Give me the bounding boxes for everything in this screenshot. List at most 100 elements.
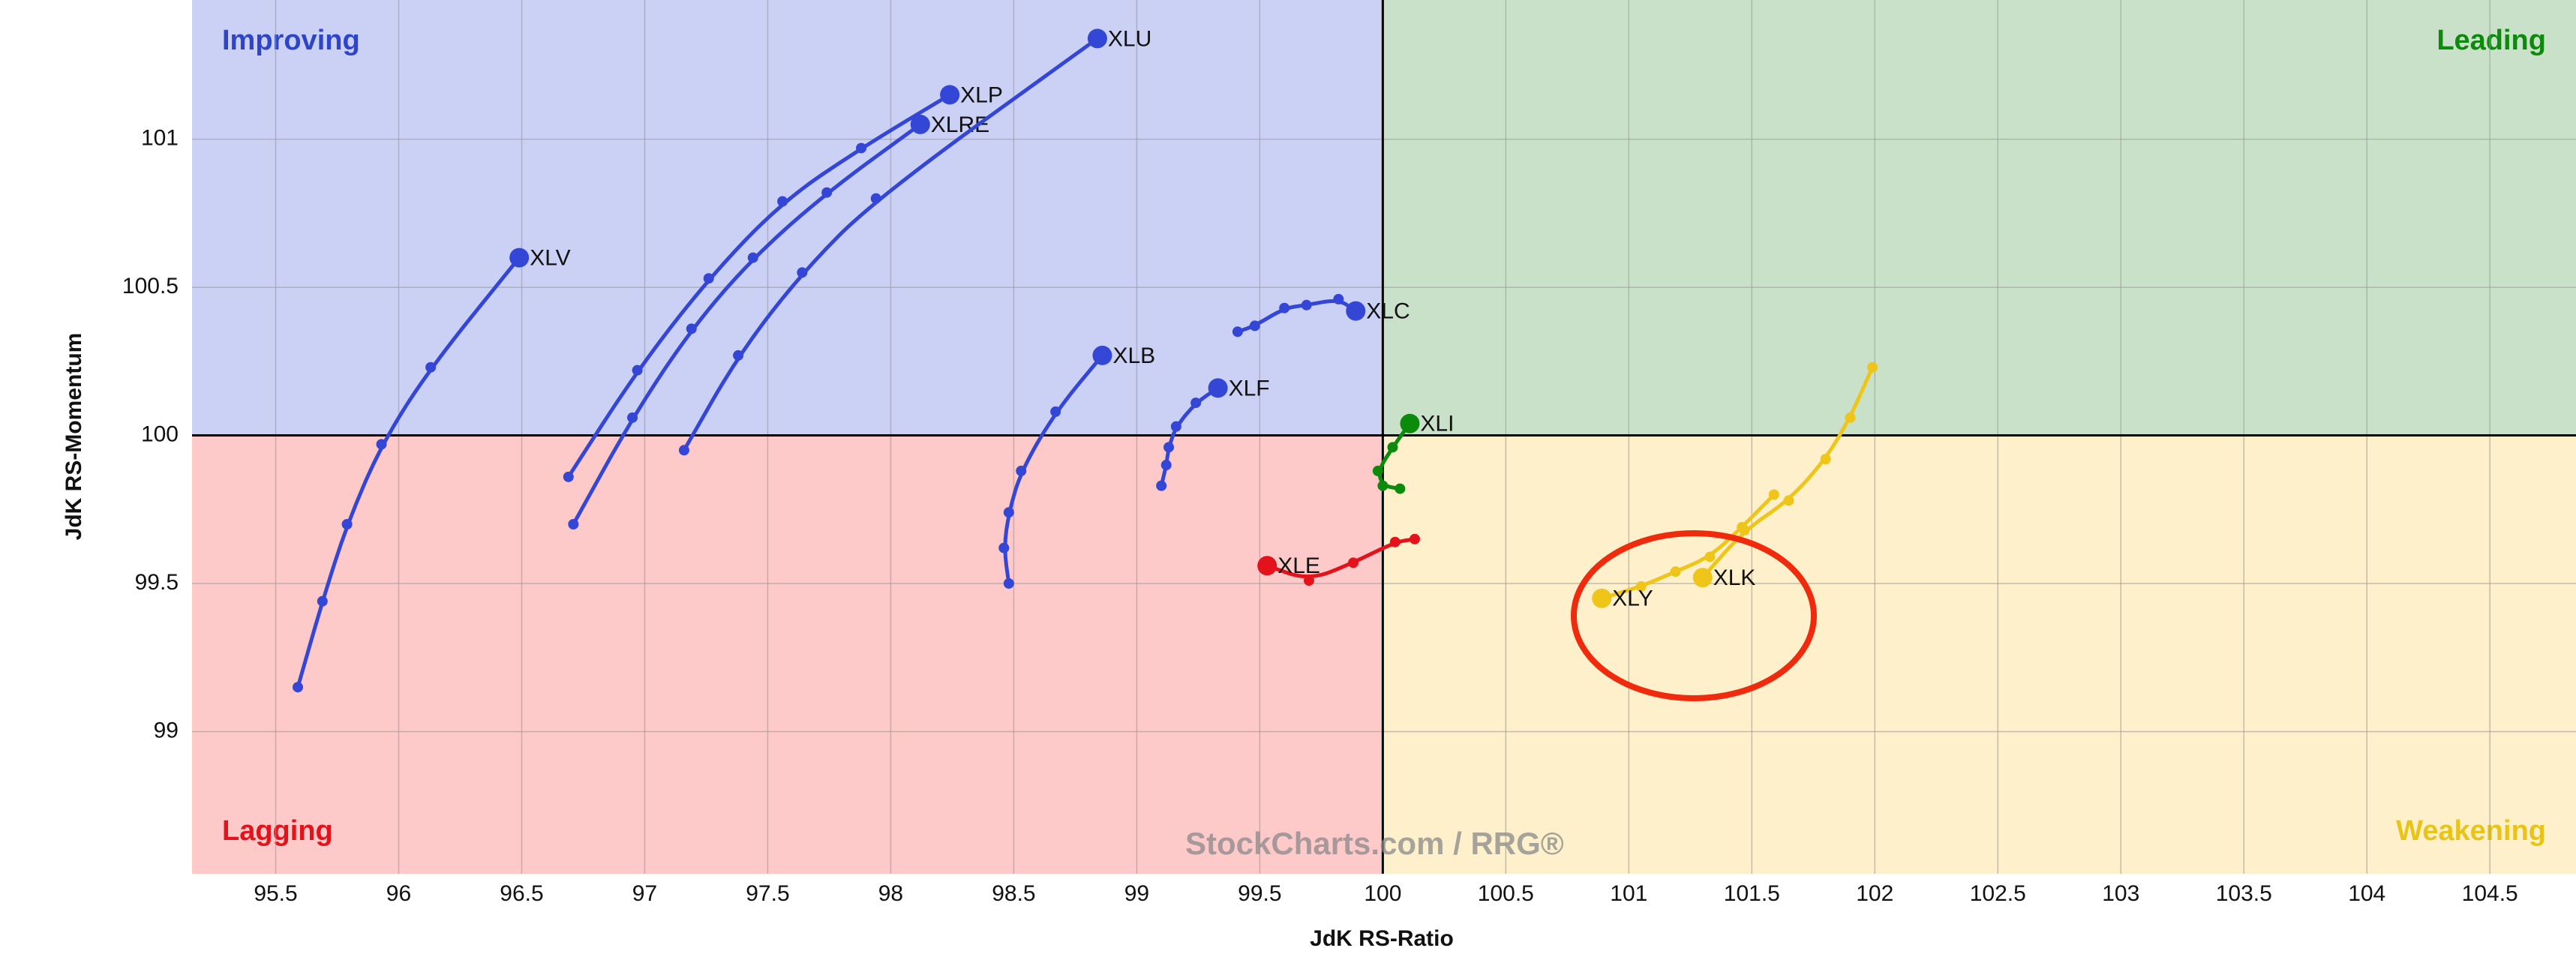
tail-point (1301, 299, 1312, 310)
tail-point (1016, 465, 1027, 476)
tail-point (1768, 489, 1779, 500)
quadrant (192, 0, 1383, 436)
series-label: XLC (1366, 299, 1410, 324)
head-point (1257, 556, 1277, 576)
tail-point (1820, 454, 1831, 465)
x-tick-label: 95.5 (254, 881, 297, 906)
y-tick-label: 100 (141, 422, 179, 446)
series-label: XLI (1420, 412, 1454, 436)
head-point (509, 248, 530, 268)
x-tick-label: 104.5 (2462, 881, 2518, 906)
x-tick-label: 96 (386, 881, 411, 906)
tail-point (870, 193, 881, 204)
tail-point (1387, 442, 1398, 453)
quadrant (1383, 435, 2576, 874)
series-label: XLF (1229, 376, 1270, 400)
quadrant-label: Leading (2436, 25, 2546, 56)
tail-point (1867, 362, 1878, 373)
tail-point (1395, 483, 1406, 494)
quadrant-label: Improving (222, 25, 360, 56)
tail-point (1160, 460, 1172, 471)
tail-point (1003, 578, 1014, 589)
x-tick-label: 101.5 (1724, 881, 1780, 906)
head-point (1092, 345, 1112, 365)
tail-point (376, 439, 387, 450)
tail-point (425, 362, 437, 373)
y-tick-label: 99 (154, 718, 179, 742)
tail-line (296, 256, 521, 688)
series-label: XLP (960, 82, 1003, 107)
tail-point (317, 596, 328, 607)
x-tick-label: 98 (878, 881, 903, 906)
tail-point (678, 445, 689, 456)
tail-point (1348, 557, 1359, 568)
tail-point (1409, 533, 1420, 544)
tail-point (1190, 398, 1202, 409)
x-tick-label: 104 (2348, 881, 2385, 906)
x-tick-label: 99 (1124, 881, 1149, 906)
quadrant-label: Weakening (2396, 815, 2546, 847)
y-tick-label: 101 (141, 126, 179, 151)
tail-point (733, 350, 744, 361)
x-tick-label: 100.5 (1478, 881, 1534, 906)
tail-point (1845, 412, 1856, 423)
tail-point (1372, 465, 1383, 476)
x-tick-label: 102.5 (1970, 881, 2026, 906)
tail-point (686, 323, 697, 334)
tail-point (797, 267, 808, 278)
x-tick-label: 103 (2102, 881, 2139, 906)
head-point (1346, 301, 1366, 321)
tail-point (341, 519, 353, 530)
x-tick-label: 98.5 (992, 881, 1035, 906)
tail-point (821, 187, 833, 198)
tail-point (747, 252, 758, 263)
tail-point (568, 519, 579, 530)
tail-point (998, 542, 1010, 554)
series-label: XLK (1713, 566, 1756, 590)
x-tick-label: 97.5 (746, 881, 789, 906)
tail-line (682, 37, 1099, 452)
tail-line (1701, 366, 1875, 579)
quadrant (192, 435, 1383, 874)
tail-line (572, 122, 922, 526)
x-tick-label: 103.5 (2216, 881, 2272, 906)
x-tick-label: 99.5 (1238, 881, 1281, 906)
tail-point (1232, 326, 1243, 338)
tail-point (1303, 575, 1314, 586)
tail-point (1377, 480, 1389, 491)
tail-point (1635, 580, 1647, 592)
series-label: XLE (1277, 554, 1320, 578)
tail-line (566, 93, 951, 478)
head-point (910, 114, 930, 134)
y-tick-label: 100.5 (122, 274, 179, 298)
tail-point (563, 471, 574, 482)
tail-point (627, 412, 638, 423)
head-point (1692, 568, 1713, 588)
tail-point (1003, 507, 1014, 518)
y-tick-label: 99.5 (135, 570, 179, 595)
tail-point (1170, 421, 1181, 432)
tail-point (1163, 442, 1175, 453)
y-axis-label: JdK RS-Momentum (62, 333, 86, 541)
watermark: StockCharts.com / RRG® (1185, 826, 1564, 861)
background: Improving Leading Lagging Weakening (192, 0, 2576, 874)
tail-point (1783, 495, 1794, 506)
tail-point (1279, 302, 1290, 314)
tail-point (1050, 406, 1061, 417)
series-label: XLY (1612, 586, 1653, 611)
head-point (1592, 588, 1612, 608)
tail-line (1003, 354, 1104, 584)
x-tick-label: 96.5 (500, 881, 543, 906)
head-point (1087, 28, 1107, 49)
tail-point (632, 364, 643, 376)
tail-point (1249, 320, 1260, 332)
x-tick-label: 97 (632, 881, 657, 906)
series-label: XLB (1112, 344, 1155, 368)
tail-point (293, 682, 304, 693)
x-tick-label: 102 (1856, 881, 1893, 906)
tail-point (1737, 521, 1748, 532)
series-label: XLV (530, 245, 570, 270)
highlight-ellipse (1571, 530, 1817, 701)
tail-point (1670, 566, 1681, 578)
